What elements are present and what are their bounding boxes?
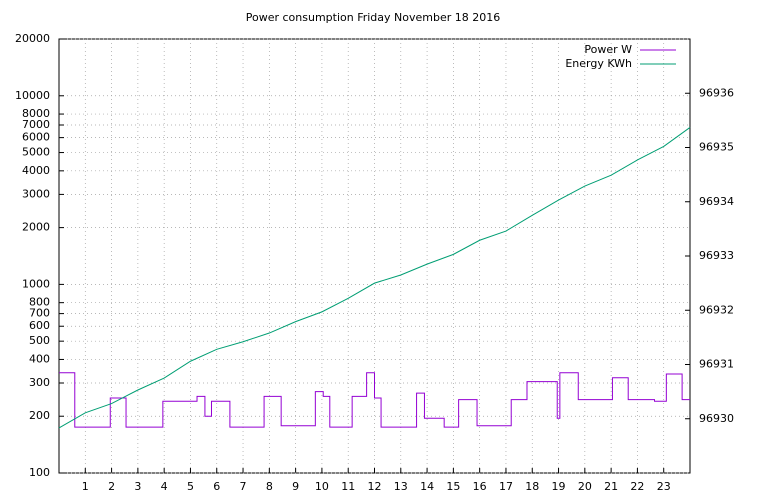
x-tick-label: 4 (161, 480, 168, 493)
legend-label: Power W (584, 43, 632, 56)
y2-tick-label: 96935 (699, 141, 734, 154)
y-tick-label: 100 (29, 466, 50, 479)
y-tick-label: 8000 (22, 107, 50, 120)
x-tick-label: 6 (213, 480, 220, 493)
series-line (58, 127, 691, 429)
x-tick-label: 11 (341, 480, 355, 493)
y-tick-label: 500 (29, 334, 50, 347)
x-tick-label: 5 (187, 480, 194, 493)
x-tick-label: 21 (604, 480, 618, 493)
y2-tick-label: 96931 (699, 358, 734, 371)
x-tick-label: 7 (240, 480, 247, 493)
chart-title: Power consumption Friday November 18 201… (246, 11, 501, 24)
y2-tick-label: 96936 (699, 86, 734, 99)
x-tick-label: 9 (292, 480, 299, 493)
legend-label: Energy KWh (565, 57, 632, 70)
y2-tick-label: 96930 (699, 412, 734, 425)
x-tick-label: 2 (108, 480, 115, 493)
y-tick-label: 300 (29, 376, 50, 389)
x-tick-label: 18 (525, 480, 539, 493)
x-tick-label: 19 (552, 480, 566, 493)
x-tick-label: 23 (657, 480, 671, 493)
y-tick-label: 6000 (22, 131, 50, 144)
x-tick-label: 3 (134, 480, 141, 493)
x-tick-label: 20 (578, 480, 592, 493)
x-tick-label: 8 (266, 480, 273, 493)
y-tick-label: 2000 (22, 221, 50, 234)
x-tick-label: 22 (630, 480, 644, 493)
x-tick-label: 17 (499, 480, 513, 493)
x-tick-label: 10 (315, 480, 329, 493)
y2-tick-label: 96933 (699, 249, 734, 262)
x-tick-label: 16 (473, 480, 487, 493)
y-tick-label: 700 (29, 307, 50, 320)
y-tick-label: 7000 (22, 118, 50, 131)
y2-tick-label: 96932 (699, 303, 734, 316)
x-tick-label: 13 (394, 480, 408, 493)
y-tick-label: 3000 (22, 187, 50, 200)
y-tick-label: 600 (29, 319, 50, 332)
y-tick-label: 10000 (15, 89, 50, 102)
y-tick-label: 4000 (22, 164, 50, 177)
y-tick-label: 200 (29, 409, 50, 422)
y-tick-label: 20000 (15, 32, 50, 45)
y2-tick-label: 96934 (699, 195, 734, 208)
y-tick-label: 5000 (22, 146, 50, 159)
y-tick-label: 1000 (22, 277, 50, 290)
series-line (59, 372, 690, 428)
y-tick-label: 800 (29, 296, 50, 309)
x-tick-label: 14 (420, 480, 434, 493)
x-tick-label: 15 (446, 480, 460, 493)
x-tick-label: 1 (82, 480, 89, 493)
x-tick-label: 12 (368, 480, 382, 493)
y-tick-label: 400 (29, 352, 50, 365)
